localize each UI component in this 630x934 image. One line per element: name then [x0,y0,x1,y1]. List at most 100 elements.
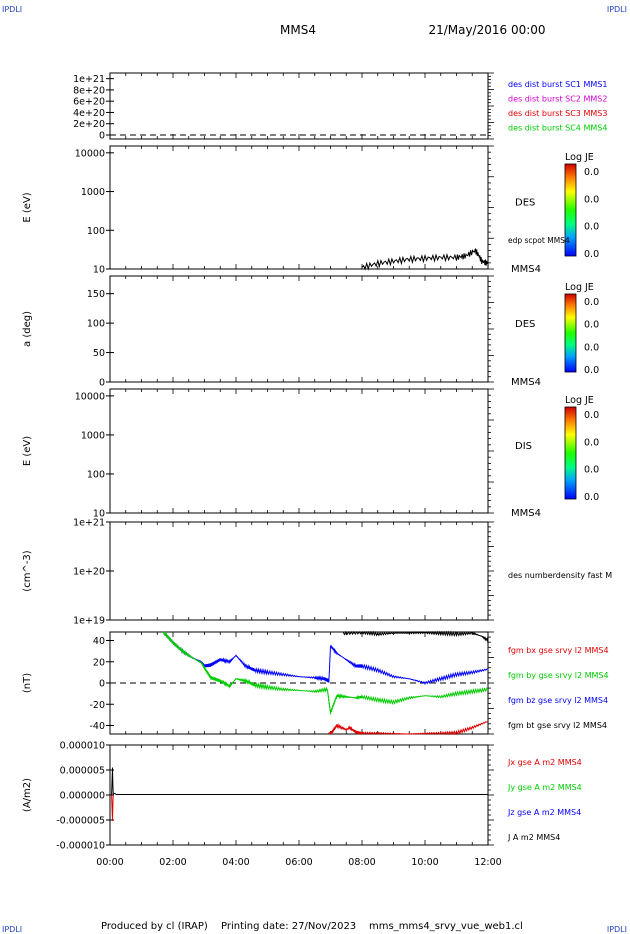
legend-entry: fgm by gse srvy l2 MMS4 [508,671,609,680]
y-tick-label: 0 [99,131,105,142]
time-tick-4: 08:00 [348,857,375,868]
legend-entry: Jz gse A m2 MMS4 [507,808,581,817]
legend-entry: fgm bz gse srvy l2 MMS4 [508,696,608,705]
y-tick-label: 0.000005 [60,766,105,777]
y-tick-label: 10 [93,509,105,520]
y-tick-label: 0.000000 [60,791,105,802]
y-tick-label: 6e+20 [73,97,105,108]
y-tick-label: 4e+20 [73,108,105,119]
y-tick-label: -20 [89,700,105,711]
instrument-label: DES [515,319,535,330]
y-tick-label: -0.000005 [56,816,105,827]
y-tick-label: 1000 [81,430,105,441]
legend-entry: des dist burst SC3 MMS3 [508,109,607,118]
y-tick-label: 2e+20 [73,119,105,130]
colorbar-title: Log JE [565,395,594,406]
corner-label-top-right: IPDLI [607,5,627,14]
y-axis-label: E (eV) [22,192,33,222]
y-tick-label: -0.000010 [56,841,105,852]
instrument-label: DES [515,198,535,209]
y-tick-label: 10000 [75,148,105,159]
panel-frame [109,388,489,514]
series-bz [163,631,489,685]
colorbar-tick-label: 0.0 [584,342,599,353]
series-by [163,631,489,715]
time-tick-3: 06:00 [285,857,312,868]
time-tick-1: 02:00 [159,857,186,868]
y-tick-label: 1e+21 [73,74,105,85]
series-J [111,767,488,796]
panel-des-energy: 10000 1000 100 10 E (eV) DES MMS4 Log JE 0.0 0.0 0… [22,145,599,276]
footer: Produced by cl (IRAP) Printing date: 27/… [101,921,523,932]
legend-entry: fgm bt gse srvy l2 MMS4 [508,721,607,730]
panel-frame [109,145,489,270]
legend-entry: fgm bx gse srvy l2 MMS4 [508,646,609,655]
colorbar [564,406,577,500]
y-axis-label: a (deg) [22,311,33,347]
series-bx [328,720,489,736]
legend-entry: des dist burst SC1 MMS1 [508,80,607,89]
corner-label-top-left: IPDLI [2,5,22,14]
y-tick-label: 1e+20 [73,567,105,578]
y-axis-label: (A/m2) [22,778,33,812]
y-tick-label: 100 [87,469,105,480]
y-tick-label: 0 [99,679,105,690]
colorbar [564,293,577,373]
spacecraft-sublabel: MMS4 [511,508,541,519]
time-tick-6: 12:00 [474,857,501,868]
panel-des-pitch: 150 100 50 0 a (deg) DES MMS4 Log JE 0.0 0.0 0.0 0.… [22,275,599,389]
spacecraft-sublabel: MMS4 [511,264,541,275]
y-tick-label: 100 [87,226,105,237]
corner-label-bottom-left: IPDLI [2,925,22,934]
y-axis-label: (cm^-3) [22,550,33,591]
colorbar-tick-label: 0.0 [584,365,599,376]
colorbar-tick-label: 0.0 [584,465,599,476]
y-tick-label: 1e+21 [73,518,105,529]
colorbar [564,163,577,257]
series-bt [342,630,489,643]
colorbar-tick-label: 0.0 [584,320,599,331]
panel-density: 1e+21 1e+20 1e+19 (cm^-3) des numberdensity … [22,518,612,627]
y-tick-label: 10000 [75,391,105,402]
panel-fgm: 40 20 0 -20 -40 (nT) fgm bx gse srvy l2 MMS4 fg… [22,630,609,736]
y-tick-label: 0 [99,378,105,389]
footer-printing-date: Printing date: 27/Nov/2023 [221,921,356,932]
panel-frame [109,72,489,140]
time-tick-5: 10:00 [411,857,438,868]
colorbar-tick-label: 0.0 [584,249,599,260]
colorbar-tick-label: 0.0 [584,222,599,233]
corner-label-bottom-right: IPDLI [607,925,627,934]
panel-frame [109,521,489,621]
spacecraft-sublabel: MMS4 [511,377,541,388]
y-tick-label: 50 [93,348,105,359]
colorbar-tick-label: 0.0 [584,194,599,205]
colorbar-tick-label: 0.0 [584,410,599,421]
series-scpot [361,248,488,271]
y-tick-label: 0.000010 [60,741,105,752]
y-tick-label: 20 [93,657,105,668]
y-tick-label: -40 [89,721,105,732]
legend-entry: des dist burst SC4 MMS4 [508,124,607,133]
footer-filename: mms_mms4_srvy_vue_web1.cl [369,921,523,932]
legend-entry: des dist burst SC2 MMS2 [508,95,607,104]
plot-date: 21/May/2016 00:00 [428,23,545,37]
panel-frame [109,275,489,383]
instrument-label: DIS [515,441,532,452]
y-tick-label: 150 [87,289,105,300]
y-tick-label: 100 [87,319,105,330]
overlay-label: edp scpot MMS4 [508,236,570,245]
colorbar-tick-label: 0.0 [584,437,599,448]
panel-current: 0.000010 0.000005 0.000000 -0.000005 -0.0000… [22,741,582,852]
spacecraft-title: MMS4 [280,23,316,37]
colorbar-tick-label: 0.0 [584,492,599,503]
panel-dis-energy: 10000 1000 100 10 E (eV) DIS MMS4 Log JE 0.0 0.0 0… [22,388,599,520]
legend-entry: Jx gse A m2 MMS4 [507,758,582,767]
time-tick-2: 04:00 [222,857,249,868]
y-tick-label: 1000 [81,187,105,198]
y-tick-label: 1e+19 [73,616,105,627]
footer-produced-by: Produced by cl (IRAP) [101,921,208,932]
colorbar-tick-label: 0.0 [584,167,599,178]
